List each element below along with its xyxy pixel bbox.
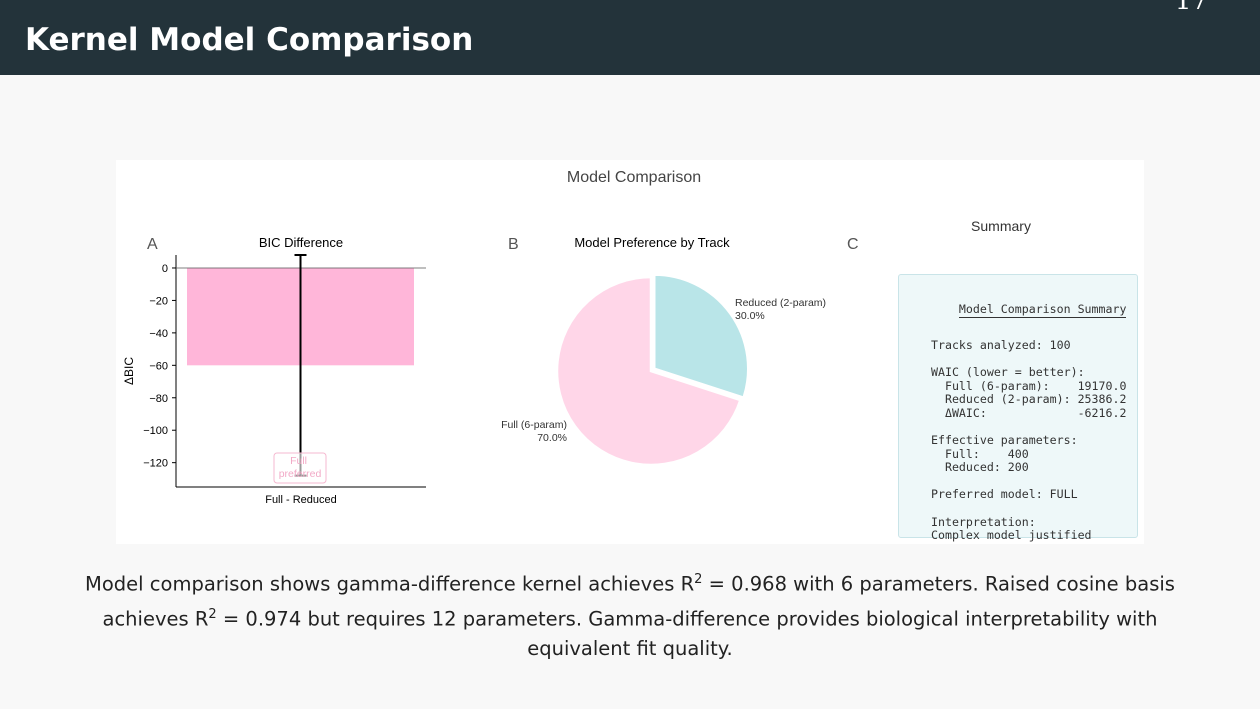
summary-line: Full: 400 bbox=[931, 446, 1029, 461]
caption-line2-a: achieves R bbox=[102, 607, 209, 630]
summary-heading: Model Comparison Summary bbox=[958, 302, 1127, 319]
caption-line1-a: Model comparison shows gamma-difference … bbox=[85, 572, 695, 596]
bar-ytick-label: −40 bbox=[149, 328, 168, 340]
figure-canvas: Model Comparison A B C BIC Difference ΔB… bbox=[122, 169, 1031, 506]
summary-gap bbox=[931, 502, 1137, 516]
summary-line: Tracks analyzed: 100 bbox=[931, 337, 1071, 352]
panel-letter-c: C bbox=[847, 236, 859, 253]
pie-chart-title: Model Preference by Track bbox=[574, 235, 730, 250]
bar-chart-y-ticks: 0 −20 −40 −60 −80 −100 −120 bbox=[143, 263, 176, 470]
summary-line: Interpretation: bbox=[931, 514, 1036, 529]
page-number: 17 bbox=[1174, 0, 1208, 16]
model-comparison-figure: Model Comparison A B C BIC Difference ΔB… bbox=[116, 160, 1144, 544]
bar-chart-title: BIC Difference bbox=[259, 235, 343, 250]
bar-chart-ylabel: ΔBIC bbox=[122, 357, 136, 385]
bar-annotation: Full preferred bbox=[279, 455, 322, 480]
pie-slice-reduced bbox=[652, 273, 750, 400]
caption-line3: equivalent fit quality. bbox=[527, 637, 733, 660]
page-title: Kernel Model Comparison bbox=[25, 22, 474, 58]
caption-sup-2: 2 bbox=[208, 606, 217, 622]
bar-ytick-label: −80 bbox=[149, 393, 168, 405]
bar-ytick-label: −100 bbox=[143, 425, 168, 437]
summary-lines: Tracks analyzed: 100 WAIC (lower = better… bbox=[931, 337, 1137, 543]
summary-title: Summary bbox=[971, 218, 1031, 234]
bic-bar-chart: BIC Difference ΔBIC 0 −20 −40 −60 −80 −100 −12… bbox=[122, 235, 426, 506]
pie-label-reduced: Reduced (2-param) bbox=[735, 297, 826, 309]
pie-pct-reduced: 30.0% bbox=[735, 310, 765, 322]
summary-line: ΔWAIC: -6216.2 bbox=[931, 405, 1127, 420]
summary-gap bbox=[931, 420, 1137, 434]
bar-ytick-label: 0 bbox=[162, 263, 168, 275]
summary-line: Preferred model: FULL bbox=[931, 487, 1078, 502]
summary-line: WAIC (lower = better): bbox=[931, 364, 1085, 379]
summary-box: Model Comparison Summary Tracks analyzed… bbox=[898, 274, 1138, 542]
summary-line: Effective parameters: bbox=[931, 432, 1078, 447]
pie-slice-full bbox=[555, 275, 742, 467]
summary-line: Reduced (2-param): 25386.2 bbox=[931, 392, 1127, 407]
pie-label-full: Full (6-param) bbox=[501, 419, 567, 431]
bar-ytick-label: −60 bbox=[149, 360, 168, 372]
header-bar: Kernel Model Comparison 17 bbox=[0, 0, 1260, 75]
summary-line: Full (6-param): 19170.0 bbox=[931, 378, 1127, 393]
caption-line2-b: = 0.974 but requires 12 parameters. Gamm… bbox=[216, 607, 1158, 630]
summary-gap bbox=[931, 475, 1137, 489]
panel-letter-b: B bbox=[508, 236, 519, 253]
panel-letter-a: A bbox=[147, 236, 158, 253]
slide-caption: Model comparison shows gamma-difference … bbox=[70, 565, 1190, 664]
summary-gap bbox=[931, 352, 1137, 366]
bar-ytick-label: −120 bbox=[143, 458, 168, 470]
preference-pie-chart: Model Preference by Track Reduced (2-par… bbox=[501, 235, 826, 467]
summary-line: Complex model justified bbox=[931, 528, 1092, 543]
figure-title: Model Comparison bbox=[567, 169, 701, 186]
bar-category-label: Full - Reduced bbox=[265, 494, 337, 506]
summary-line: Reduced: 200 bbox=[931, 460, 1029, 475]
caption-line1-b: = 0.968 with 6 parameters. Raised cosine… bbox=[702, 572, 1175, 596]
pie-pct-full: 70.0% bbox=[537, 432, 567, 444]
bar-annotation-box bbox=[273, 452, 327, 484]
bar-ytick-label: −20 bbox=[149, 295, 168, 307]
caption-sup-1: 2 bbox=[694, 572, 703, 587]
